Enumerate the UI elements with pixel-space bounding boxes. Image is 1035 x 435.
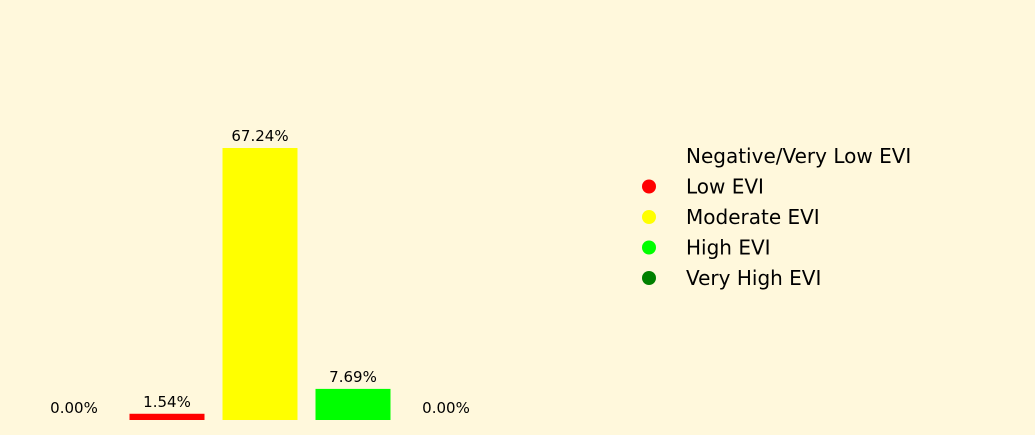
bar-3 [315,388,391,420]
legend-label-4: Very High EVI [686,266,821,290]
data-label-0: 0.00% [50,399,98,417]
legend-marker-3 [642,240,656,255]
data-label-3: 7.69% [329,368,377,386]
legend-label-0: Negative/Very Low EVI [686,144,911,168]
data-label-4: 0.00% [422,399,470,417]
legend: Negative/Very Low EVI Low EVI Moderate EVI… [642,144,911,290]
data-label-1: 1.54% [143,393,191,411]
legend-label-2: Moderate EVI [686,205,820,229]
legend-label-1: Low EVI [686,175,764,199]
legend-marker-0 [642,149,656,163]
bar-2 [222,148,298,420]
bar-1 [129,413,205,420]
legend-label-3: High EVI [686,236,771,260]
bars-layer [129,148,391,420]
data-label-2: 67.24% [231,127,288,145]
legend-marker-2 [642,210,656,224]
legend-marker-1 [642,179,656,194]
data-labels-layer: 0.00% 1.54% 67.24% 7.69% 0.00% [50,127,470,417]
legend-marker-4 [642,271,656,285]
